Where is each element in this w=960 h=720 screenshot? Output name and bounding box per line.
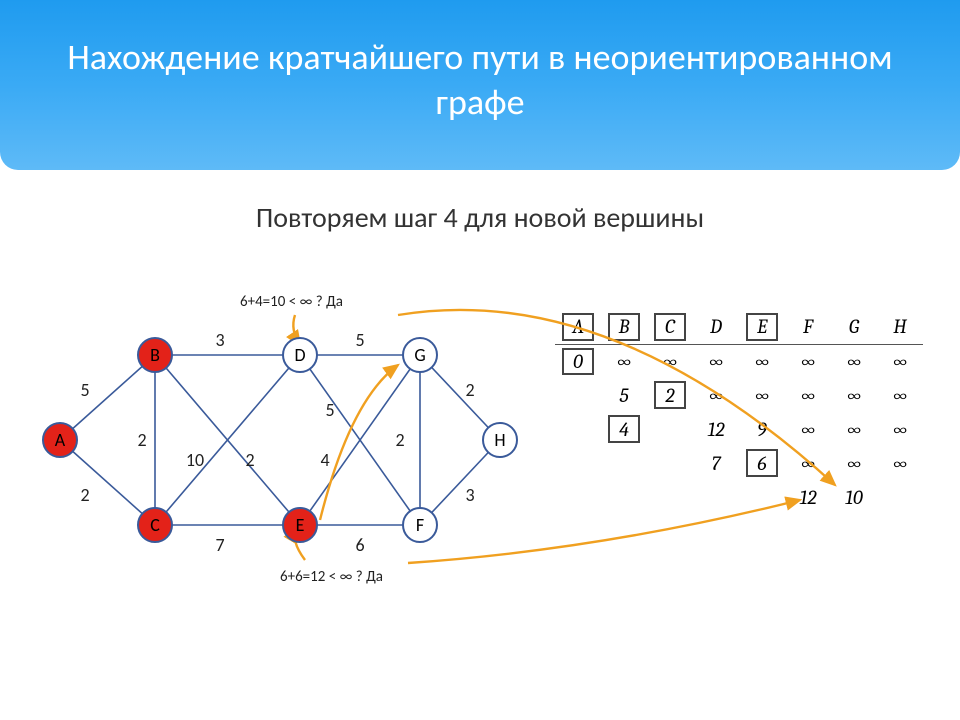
edge-weight-D-G: 5 (355, 329, 364, 351)
cell-r2-c0 (555, 412, 601, 446)
edge-weight-A-C: 2 (80, 484, 89, 506)
cell-r0-c1: ∞ (601, 344, 647, 378)
node-G: G (402, 337, 438, 373)
cell-r0-c6: ∞ (831, 344, 877, 378)
edge-weight-C-E: 7 (215, 534, 224, 556)
cell-r0-c0: 0 (555, 344, 601, 378)
cell-r4-c3 (693, 480, 739, 514)
cell-r0-c5: ∞ (785, 344, 831, 378)
cell-r0-c3: ∞ (693, 344, 739, 378)
cell-r3-c2 (647, 446, 693, 480)
cell-r3-c1 (601, 446, 647, 480)
cell-r2-c1: 4 (601, 412, 647, 446)
cell-r2-c2 (647, 412, 693, 446)
cell-r3-c3: 7 (693, 446, 739, 480)
table-row: 1210 (555, 480, 923, 514)
col-header-E: E (739, 310, 785, 344)
node-C: C (137, 507, 173, 543)
cell-r2-c6: ∞ (831, 412, 877, 446)
cell-r1-c0 (555, 378, 601, 412)
edge-weight-F-H: 3 (465, 484, 474, 506)
cell-r1-c6: ∞ (831, 378, 877, 412)
table-row: 0∞∞∞∞∞∞∞ (555, 344, 923, 378)
col-header-A: A (555, 310, 601, 344)
node-B: B (137, 337, 173, 373)
edge-weight-B-E: 10 (186, 449, 204, 471)
edge-weight-B-C: 2 (137, 429, 146, 451)
cell-r2-c5: ∞ (785, 412, 831, 446)
col-header-H: H (877, 310, 923, 344)
edge-A-B (60, 355, 155, 440)
node-H: H (482, 422, 518, 458)
cell-r3-c5: ∞ (785, 446, 831, 480)
cell-r3-c7: ∞ (877, 446, 923, 480)
cell-r2-c7: ∞ (877, 412, 923, 446)
edge-weight-A-B: 5 (80, 379, 89, 401)
node-D: D (282, 337, 318, 373)
cell-r1-c5: ∞ (785, 378, 831, 412)
cell-r4-c2 (647, 480, 693, 514)
cell-r2-c4: 9 (739, 412, 785, 446)
cell-r1-c2: 2 (647, 378, 693, 412)
cell-r4-c6: 10 (831, 480, 877, 514)
cell-r0-c4: ∞ (739, 344, 785, 378)
cell-r4-c0 (555, 480, 601, 514)
slide-subtitle: Повторяем шаг 4 для новой вершины (0, 200, 960, 235)
node-F: F (402, 507, 438, 543)
edge-weight-D-F: 4 (320, 449, 329, 471)
col-header-D: D (693, 310, 739, 344)
table-row: 52∞∞∞∞∞ (555, 378, 923, 412)
col-header-F: F (785, 310, 831, 344)
cell-r3-c4: 6 (739, 446, 785, 480)
annotation-bottom: 6+6=12 < ∞ ? Да (280, 568, 383, 586)
cell-r1-c7: ∞ (877, 378, 923, 412)
cell-r4-c7 (877, 480, 923, 514)
distance-table: ABCDEFGH 0∞∞∞∞∞∞∞52∞∞∞∞∞4129∞∞∞76∞∞∞1210 (555, 310, 923, 514)
edge-weight-E-F: 6 (355, 534, 364, 556)
cell-r3-c0 (555, 446, 601, 480)
cell-r3-c6: ∞ (831, 446, 877, 480)
table-row: 4129∞∞∞ (555, 412, 923, 446)
node-A: A (42, 422, 78, 458)
table-row: 76∞∞∞ (555, 446, 923, 480)
annotation-top: 6+4=10 < ∞ ? Да (240, 293, 343, 311)
slide-header: Нахождение кратчайшего пути в неориентир… (0, 0, 960, 170)
cell-r0-c2: ∞ (647, 344, 693, 378)
cell-r1-c3: ∞ (693, 378, 739, 412)
cell-r2-c3: 12 (693, 412, 739, 446)
col-header-G: G (831, 310, 877, 344)
edge-weight-C-D: 2 (245, 449, 254, 471)
col-header-C: C (647, 310, 693, 344)
edge-weight-E-G: 5 (325, 399, 334, 421)
col-header-B: B (601, 310, 647, 344)
cell-r4-c1 (601, 480, 647, 514)
node-E: E (282, 507, 318, 543)
edge-weight-G-F: 2 (395, 429, 404, 451)
distance-table-area: ABCDEFGH 0∞∞∞∞∞∞∞52∞∞∞∞∞4129∞∞∞76∞∞∞1210 (555, 310, 935, 514)
cell-r4-c4 (739, 480, 785, 514)
slide-title: Нахождение кратчайшего пути в неориентир… (40, 35, 920, 125)
cell-r4-c5: 12 (785, 480, 831, 514)
edge-weight-B-D: 3 (215, 329, 224, 351)
edge-weight-G-H: 2 (465, 379, 474, 401)
cell-r0-c7: ∞ (877, 344, 923, 378)
cell-r1-c4: ∞ (739, 378, 785, 412)
cell-r1-c1: 5 (601, 378, 647, 412)
